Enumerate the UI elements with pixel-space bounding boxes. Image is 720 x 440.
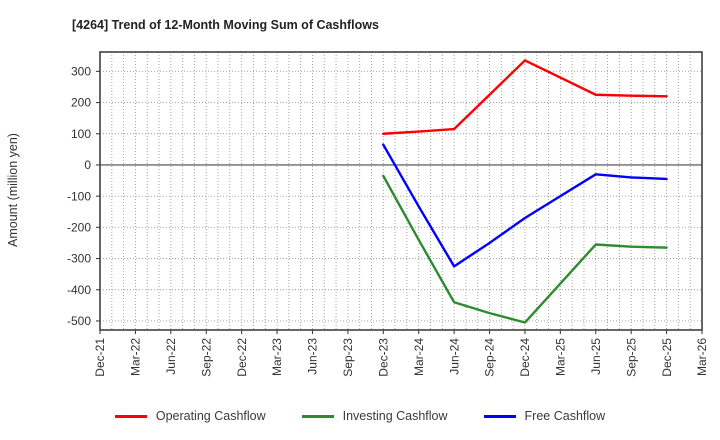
y-tick-label: 0	[84, 158, 91, 172]
legend-label-investing: Investing Cashflow	[342, 409, 448, 423]
x-tick-label: Dec-25	[660, 338, 674, 377]
y-tick-label: 300	[71, 65, 91, 79]
y-tick-label: -100	[67, 189, 91, 203]
series-line-investing-cashflow	[382, 174, 668, 324]
x-tick-label: Sep-22	[199, 338, 213, 377]
series-line-free-cashflow	[382, 143, 668, 268]
y-tick-label: -300	[67, 252, 91, 266]
y-tick-label: 200	[71, 96, 91, 110]
x-tick-label: Mar-25	[554, 338, 568, 376]
legend-label-operating: Operating Cashflow	[155, 409, 266, 423]
x-tick-label: Sep-24	[483, 338, 497, 377]
y-tick-label: -400	[67, 283, 91, 297]
x-tick-label: Dec-22	[235, 338, 249, 377]
y-tick-label: -200	[67, 221, 91, 235]
x-tick-label: Mar-26	[695, 338, 709, 376]
legend: Operating Cashflow Investing Cashflow Fr…	[0, 403, 720, 429]
plot-border	[99, 51, 703, 331]
x-tick-label: Jun-22	[164, 338, 178, 375]
series-line-operating-cashflow	[382, 59, 668, 135]
legend-line-operating	[114, 414, 147, 418]
legend-item-investing: Investing Cashflow	[301, 409, 448, 423]
x-tick-label: Mar-24	[412, 338, 426, 376]
x-tick-label: Jun-24	[447, 338, 461, 375]
chart-title: [4264] Trend of 12-Month Moving Sum of C…	[72, 18, 379, 32]
x-tick-label: Mar-23	[270, 338, 284, 376]
x-tick-label: Sep-25	[624, 338, 638, 377]
x-tick-label: Sep-23	[341, 338, 355, 377]
y-tick-label: -500	[67, 314, 91, 328]
legend-item-free: Free Cashflow	[483, 409, 606, 423]
x-tick-label: Jun-25	[589, 338, 603, 375]
legend-item-operating: Operating Cashflow	[114, 409, 266, 423]
x-tick-label: Dec-23	[376, 338, 390, 377]
x-tick-label: Dec-21	[93, 338, 107, 377]
legend-line-free	[483, 414, 516, 418]
legend-label-free: Free Cashflow	[524, 409, 606, 423]
legend-line-investing	[301, 414, 334, 418]
x-tick-label: Jun-23	[306, 338, 320, 375]
y-tick-label: 100	[71, 127, 91, 141]
x-tick-label: Dec-24	[518, 338, 532, 377]
x-tick-label: Mar-22	[129, 338, 143, 376]
